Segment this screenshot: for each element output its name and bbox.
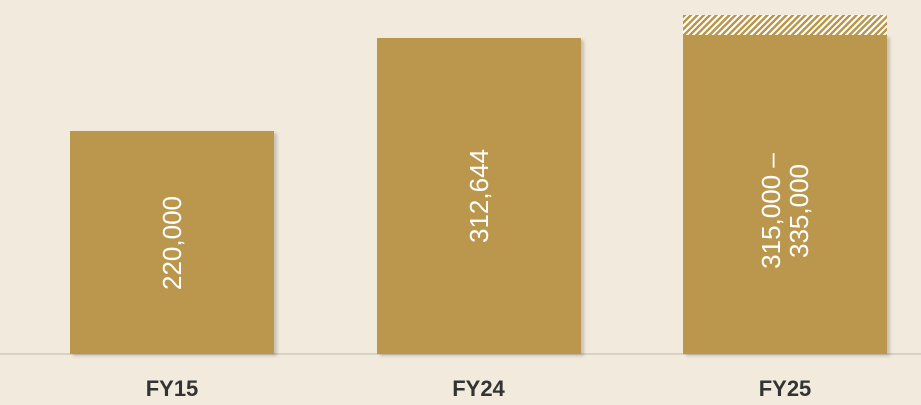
x-tick-label: FY25 <box>758 376 812 401</box>
value-label: 220,000 <box>157 195 187 290</box>
range-hatch <box>683 15 887 36</box>
x-tick-label: FY24 <box>452 376 505 401</box>
bar <box>70 131 274 354</box>
value-label: 312,644 <box>463 148 494 243</box>
bar <box>376 37 581 354</box>
bar <box>683 35 887 354</box>
x-tick-label: FY15 <box>145 376 199 401</box>
baseline <box>0 353 921 355</box>
value-label: 315,000 – 335,000 <box>756 152 814 269</box>
